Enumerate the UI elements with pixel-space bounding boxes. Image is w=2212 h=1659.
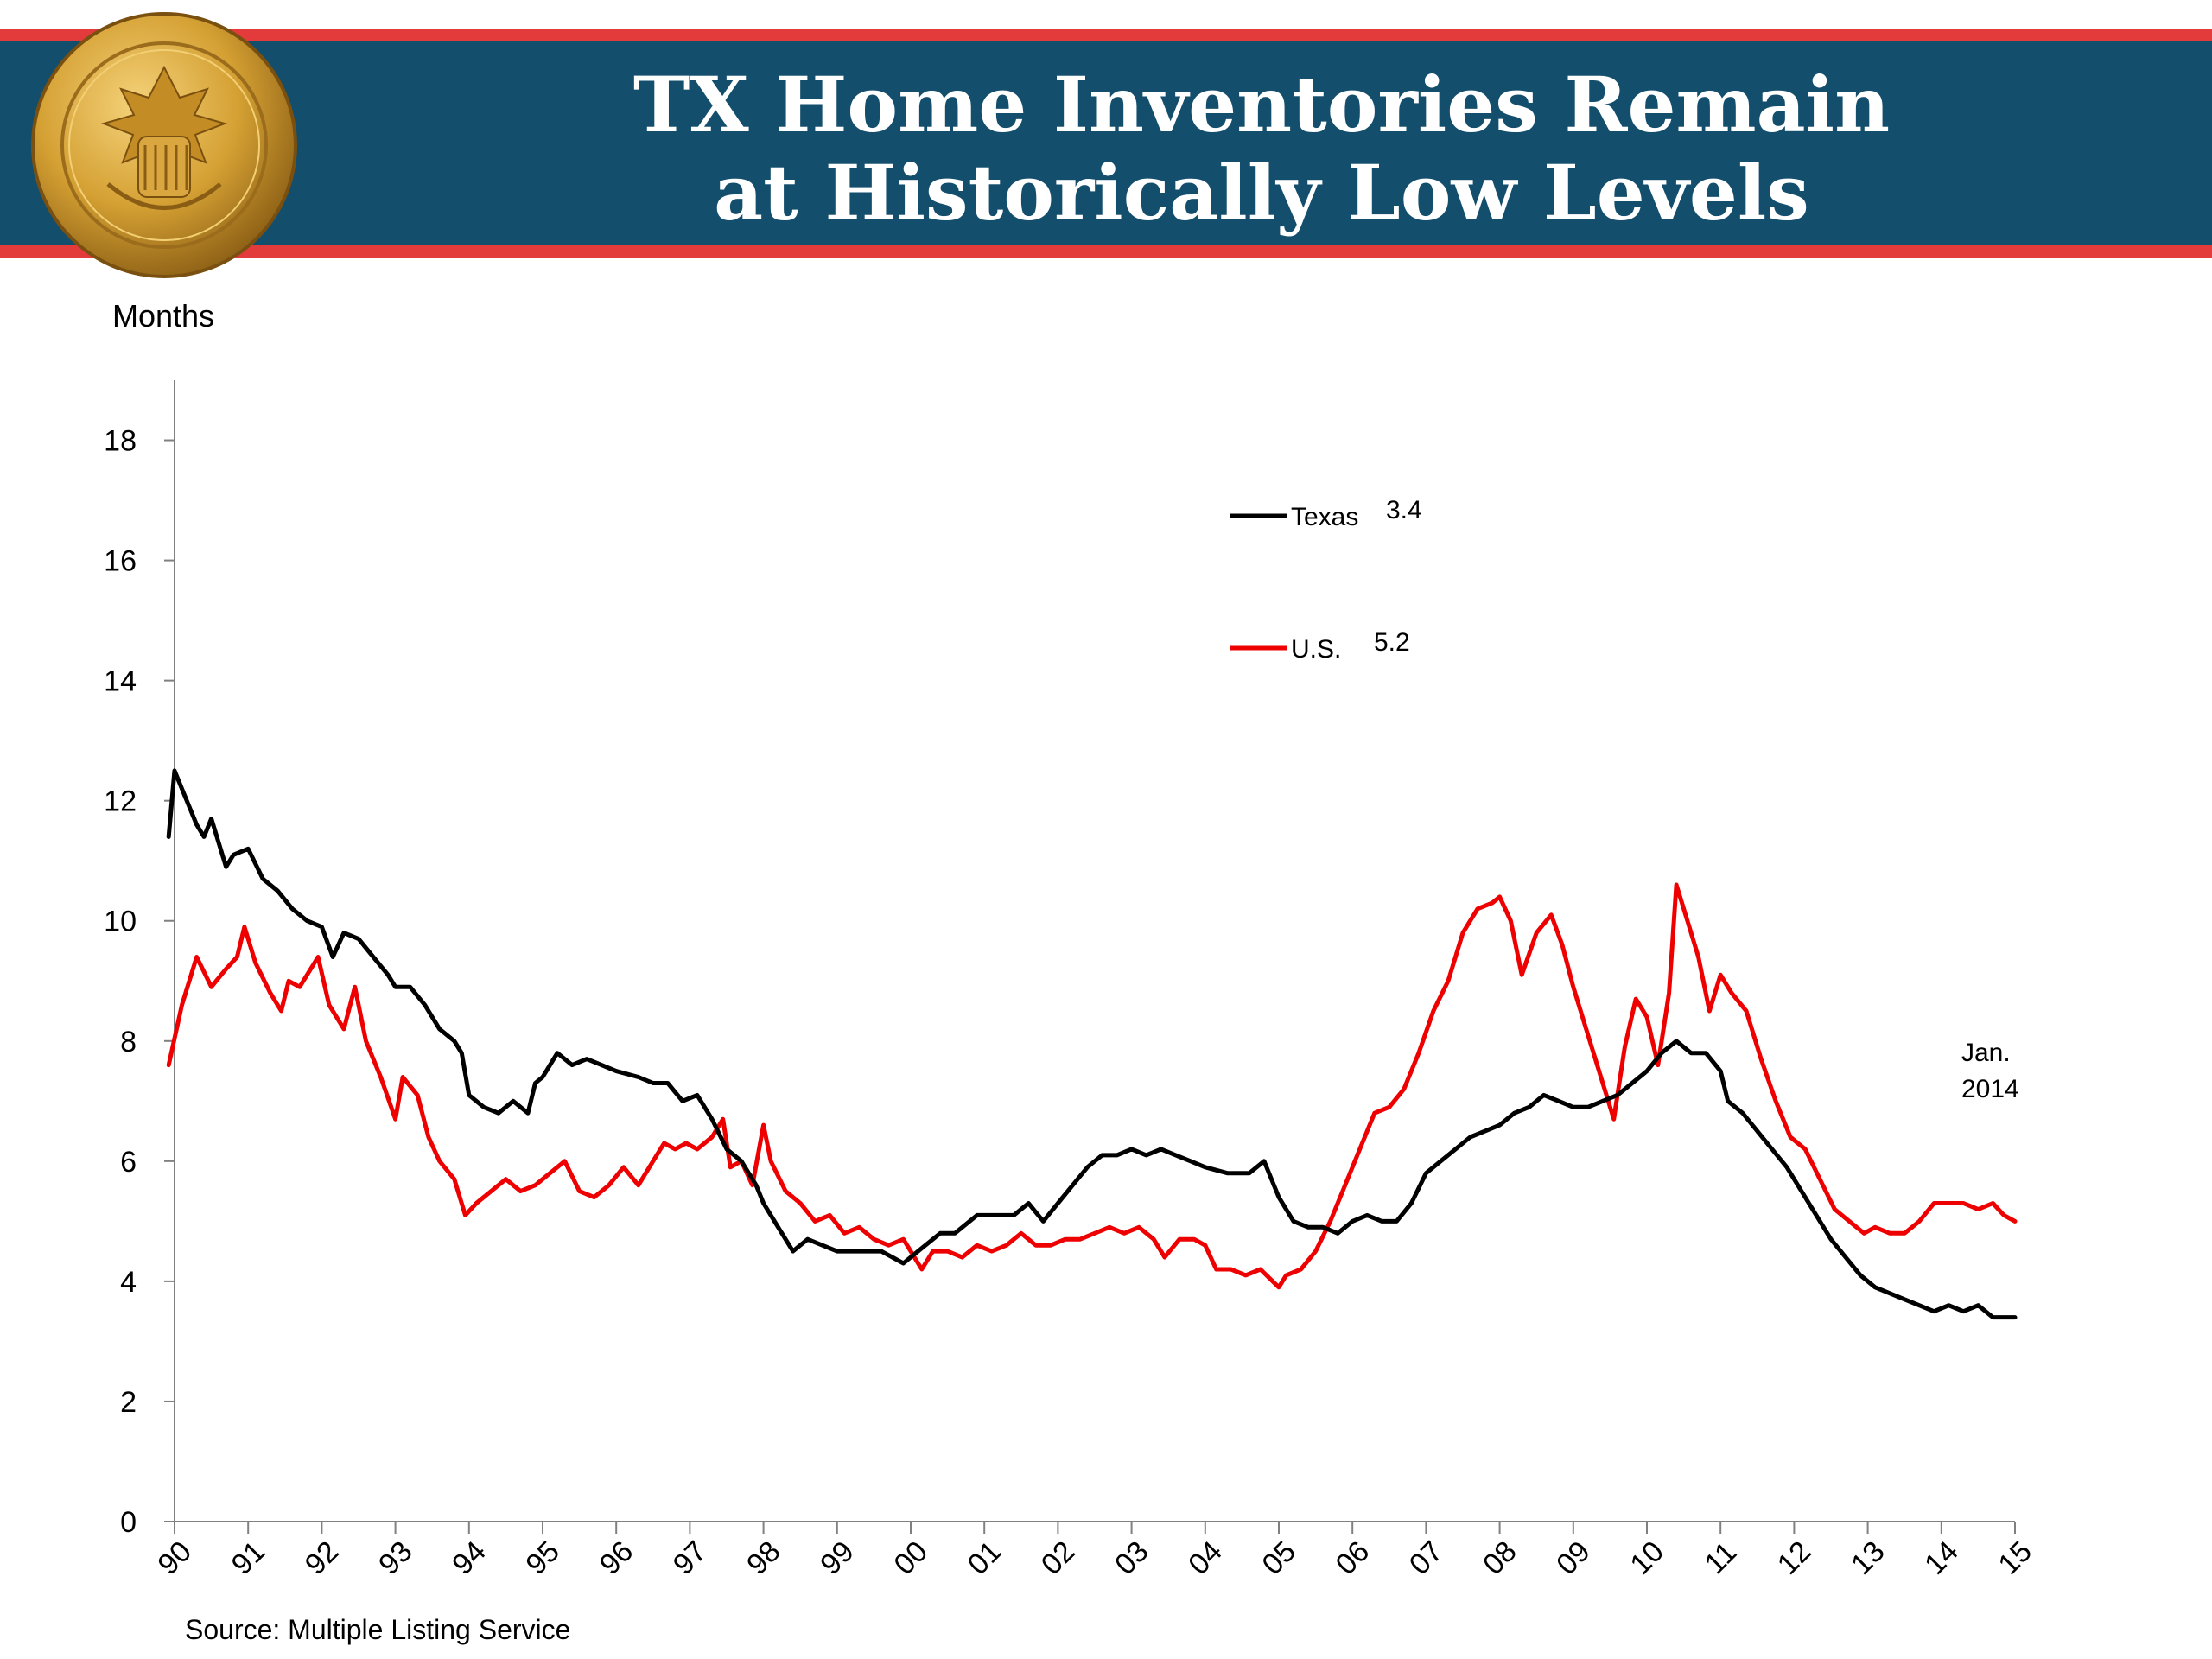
x-tick-label: 95 — [519, 1535, 566, 1581]
legend-label: Texas — [1291, 503, 1358, 531]
series-line-texas — [166, 768, 2018, 1320]
y-tick-label: 0 — [120, 1506, 137, 1539]
y-tick-label: 16 — [104, 545, 137, 578]
x-tick-label: 10 — [1624, 1535, 1670, 1581]
chart-lines — [166, 768, 2018, 1320]
title-line-1: TX Home Inventories Remain — [632, 60, 1891, 149]
x-tick-label: 03 — [1109, 1535, 1155, 1581]
y-tick-label: 4 — [120, 1266, 137, 1299]
header-banner — [0, 29, 2212, 258]
x-tick-label: 92 — [299, 1535, 346, 1581]
y-axis-label: Months — [112, 298, 215, 334]
legend-value: 5.2 — [1374, 628, 1410, 657]
y-tick-label: 12 — [104, 785, 137, 818]
x-tick-label: 09 — [1550, 1535, 1597, 1581]
x-tick-label: 90 — [151, 1535, 198, 1581]
chart-legend: Texas 3.4 U.S. 5.2 — [1230, 496, 1422, 664]
x-tick-label: 14 — [1918, 1535, 1965, 1581]
x-tick-label: 04 — [1182, 1535, 1229, 1581]
page-title: TX Home Inventories Remain at Historical… — [484, 60, 2039, 237]
annotation-line-1: Jan. — [1961, 1039, 2011, 1067]
x-tick-label: 96 — [594, 1535, 640, 1581]
x-tick-label: 02 — [1035, 1535, 1082, 1581]
x-tick-label: 00 — [887, 1535, 934, 1581]
x-tick-label: 93 — [372, 1535, 419, 1581]
header-band — [0, 41, 2212, 245]
y-tick-label: 6 — [120, 1146, 137, 1179]
annotation-line-2: 2014 — [1961, 1075, 2019, 1103]
x-tick-label: 11 — [1699, 1535, 1744, 1580]
y-tick-label: 2 — [120, 1386, 137, 1419]
latest-date-annotation: Jan. 2014 — [1961, 1035, 2019, 1108]
x-tick-label: 12 — [1771, 1535, 1818, 1581]
x-tick-label: 94 — [446, 1535, 493, 1581]
y-tick-label: 10 — [104, 906, 137, 938]
title-line-2: at Historically Low Levels — [714, 148, 1809, 238]
federal-reserve-seal-icon — [31, 12, 297, 278]
x-tick-label: 91 — [226, 1535, 272, 1581]
y-tick-label: 14 — [104, 665, 137, 698]
x-tick-label: 98 — [741, 1535, 787, 1581]
source-note: Source: Multiple Listing Service — [185, 1614, 571, 1645]
x-tick-label: 01 — [962, 1535, 1008, 1581]
legend-label: U.S. — [1291, 635, 1341, 664]
x-tick-label: 99 — [814, 1535, 861, 1581]
series-line-us — [166, 882, 2018, 1290]
x-tick-label: 05 — [1255, 1535, 1302, 1581]
x-tick-label: 08 — [1477, 1535, 1523, 1581]
x-tick-label: 15 — [1992, 1535, 2038, 1581]
x-tick-label: 97 — [667, 1535, 714, 1581]
x-tick-label: 06 — [1330, 1535, 1376, 1581]
legend-value: 3.4 — [1386, 496, 1422, 524]
y-tick-label: 18 — [104, 425, 137, 458]
x-tick-label: 13 — [1845, 1535, 1891, 1581]
x-tick-label: 07 — [1403, 1535, 1450, 1581]
y-tick-label: 8 — [120, 1026, 137, 1058]
